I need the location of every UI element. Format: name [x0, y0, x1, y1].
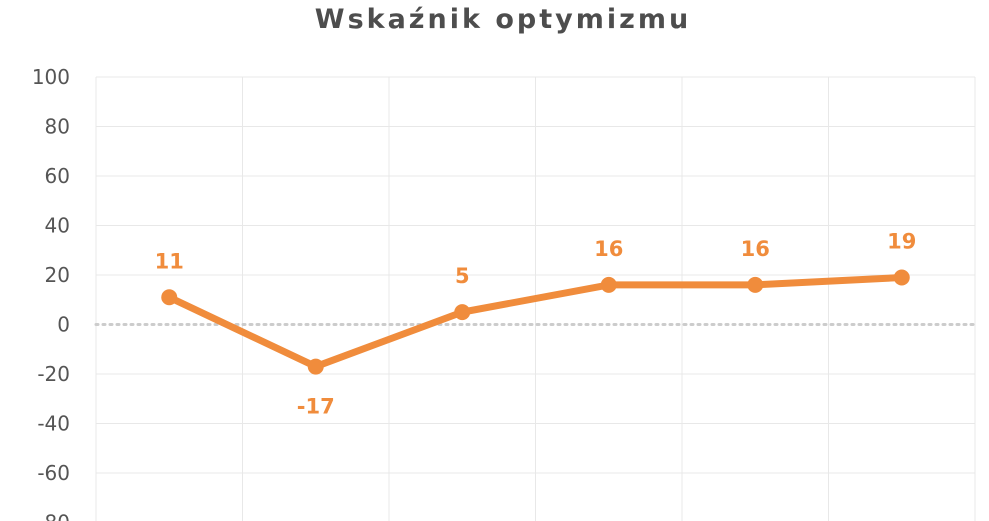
y-tick-label: 80 — [45, 115, 70, 139]
data-label: 16 — [594, 237, 623, 261]
data-label: -17 — [297, 395, 335, 419]
data-point — [600, 276, 617, 293]
data-point — [747, 276, 764, 293]
data-label: 11 — [155, 249, 184, 273]
data-point — [893, 269, 910, 286]
series-line — [165, 273, 906, 371]
data-label: 5 — [455, 264, 470, 288]
data-label: 19 — [887, 229, 916, 253]
y-tick-label: 40 — [45, 214, 70, 238]
data-point — [307, 358, 324, 375]
data-point — [454, 304, 471, 321]
data-point — [161, 289, 178, 306]
chart-title: Wskaźnik optymizmu — [314, 4, 692, 35]
data-label: 16 — [741, 237, 770, 261]
y-tick-label: 60 — [45, 164, 70, 188]
y-tick-label: 20 — [45, 263, 70, 287]
y-tick-label: -80 — [37, 511, 70, 521]
y-tick-label: -20 — [37, 362, 70, 386]
y-tick-label: -60 — [37, 461, 70, 485]
y-tick-label: 100 — [32, 65, 70, 89]
y-tick-label: -40 — [37, 412, 70, 436]
y-tick-label: 0 — [57, 313, 70, 337]
